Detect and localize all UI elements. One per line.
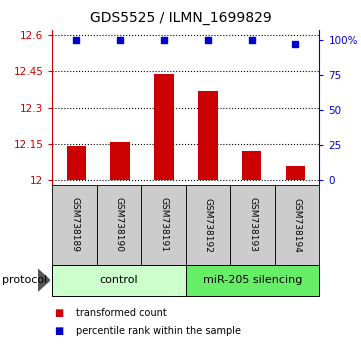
Bar xyxy=(154,74,174,180)
Bar xyxy=(242,151,261,180)
Bar xyxy=(110,142,130,180)
Text: protocol: protocol xyxy=(2,275,47,285)
Polygon shape xyxy=(38,269,50,291)
Text: GSM738191: GSM738191 xyxy=(159,198,168,252)
Text: ■: ■ xyxy=(54,326,64,336)
Bar xyxy=(286,166,305,180)
Text: GDS5525 / ILMN_1699829: GDS5525 / ILMN_1699829 xyxy=(90,11,271,25)
Text: GSM738189: GSM738189 xyxy=(70,198,79,252)
Text: GSM738194: GSM738194 xyxy=(293,198,302,252)
Text: GSM738193: GSM738193 xyxy=(248,198,257,252)
Text: GSM738192: GSM738192 xyxy=(204,198,213,252)
Text: transformed count: transformed count xyxy=(76,308,166,318)
Text: miR-205 silencing: miR-205 silencing xyxy=(203,275,303,285)
Text: control: control xyxy=(100,275,138,285)
Text: ■: ■ xyxy=(54,308,64,318)
Bar xyxy=(66,146,86,180)
Text: GSM738190: GSM738190 xyxy=(115,198,123,252)
Bar xyxy=(198,91,218,180)
Text: percentile rank within the sample: percentile rank within the sample xyxy=(76,326,241,336)
